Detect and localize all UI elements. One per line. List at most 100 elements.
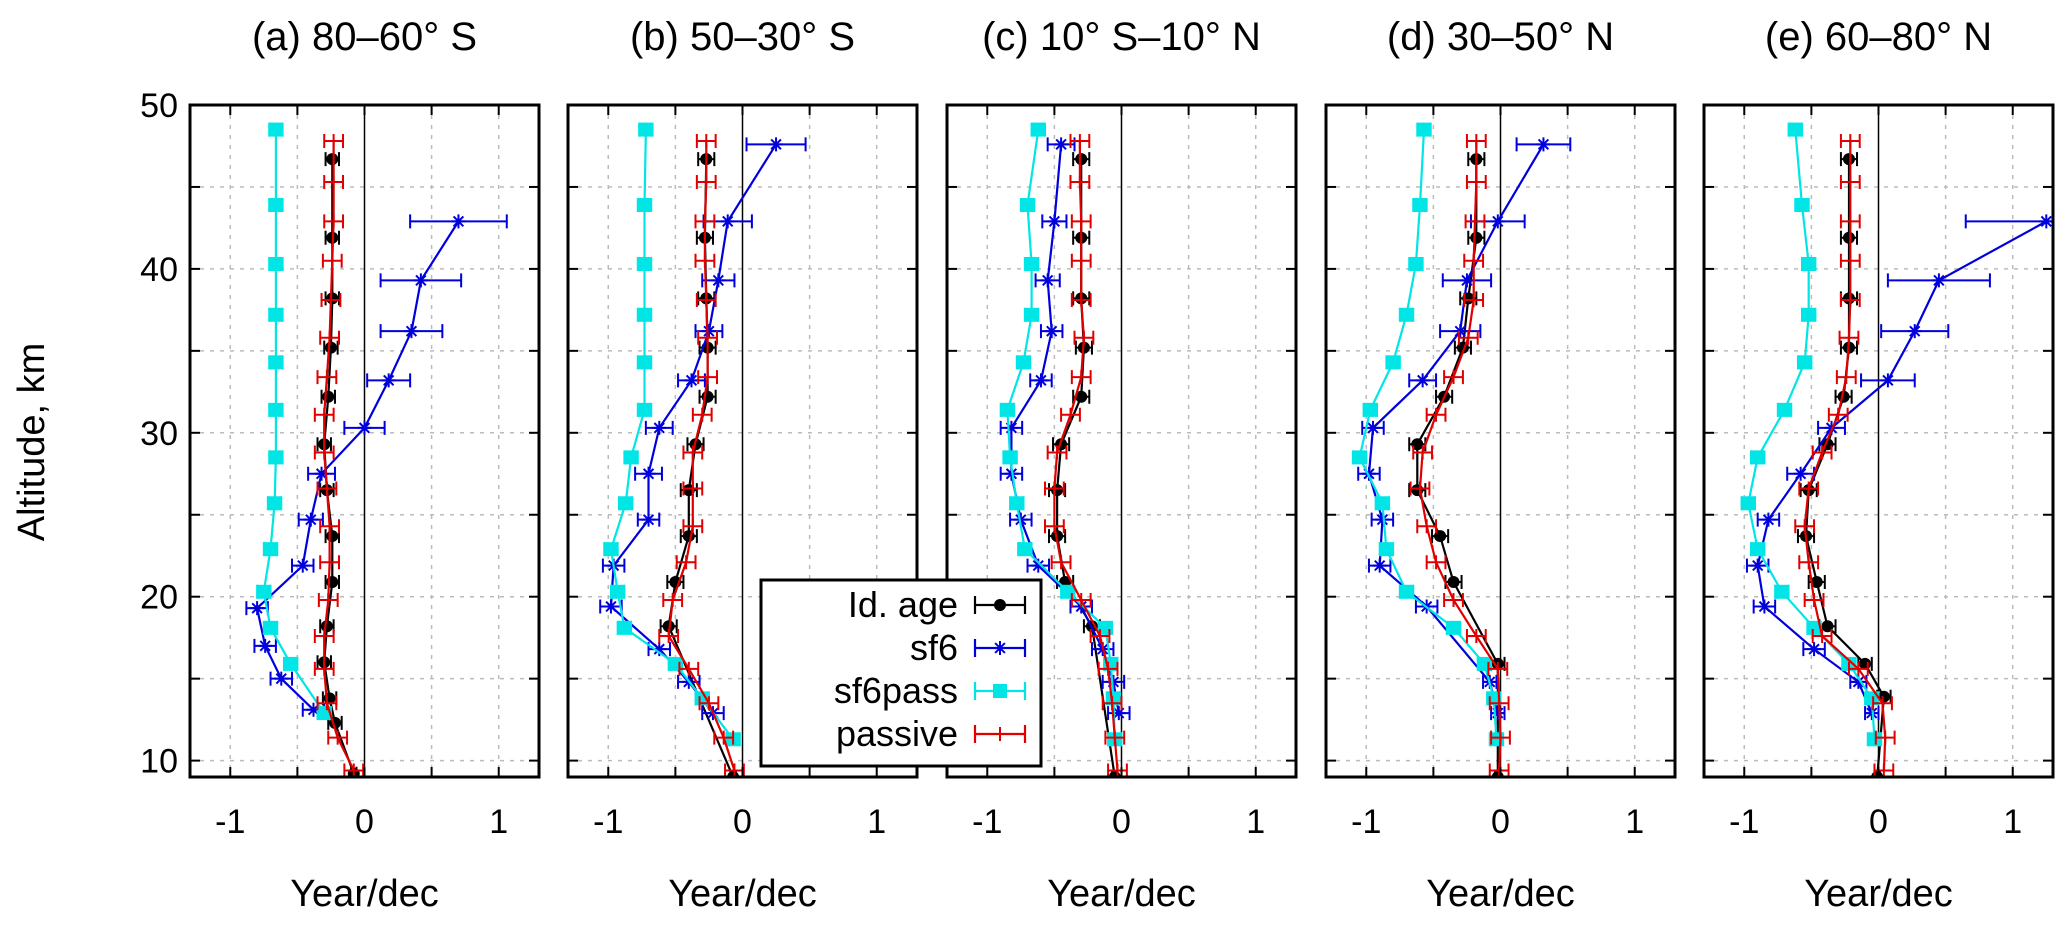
data-point — [637, 355, 652, 370]
data-point — [324, 341, 337, 354]
data-point — [637, 197, 652, 212]
data-point — [326, 153, 339, 166]
data-point — [381, 373, 396, 388]
data-point — [268, 402, 283, 417]
data-point — [1777, 402, 1792, 417]
data-point — [295, 558, 310, 573]
data-point — [1415, 373, 1430, 388]
data-point — [1009, 496, 1024, 511]
x-tick-label: -1 — [1351, 803, 1381, 841]
y-tick-label: 30 — [140, 415, 178, 453]
data-point — [451, 214, 466, 229]
ticks — [1704, 104, 2053, 777]
data-point — [1399, 307, 1414, 322]
data-point — [1447, 575, 1460, 588]
data-point — [1106, 691, 1121, 706]
series-passive — [1409, 134, 1511, 777]
data-point — [641, 466, 656, 481]
data-point — [610, 584, 625, 599]
legend-sample-sf6pass — [973, 682, 1027, 700]
x-tick-label: 0 — [1112, 803, 1131, 841]
data-point — [1024, 256, 1039, 271]
data-point — [1459, 273, 1474, 288]
data-point — [1453, 324, 1468, 339]
series-line-sf6 — [1756, 220, 2047, 714]
series-passive — [313, 134, 365, 777]
grid — [1704, 105, 2053, 777]
y-tick-label: 50 — [140, 87, 178, 125]
data-point — [258, 638, 273, 653]
data-point — [624, 450, 639, 465]
data-point — [1907, 324, 1922, 339]
x-tick-label: -1 — [1729, 803, 1759, 841]
data-point — [1801, 256, 1816, 271]
panel-title: (a) 80–60° S — [252, 15, 477, 59]
data-point — [1842, 153, 1855, 166]
data-point — [1851, 674, 1866, 689]
data-point — [2039, 214, 2053, 229]
series-sf6pass — [999, 122, 1123, 747]
series-line-idage — [1804, 159, 1886, 777]
x-axis-label: Year/dec — [1804, 873, 1953, 915]
legend-sample-passive — [973, 725, 1027, 743]
data-point — [250, 601, 265, 616]
x-tick-label: 0 — [1491, 803, 1510, 841]
series-passive — [658, 134, 745, 777]
legend-marker — [993, 641, 1007, 655]
data-point — [684, 373, 699, 388]
data-point — [1372, 558, 1387, 573]
panel-4: (d) 30–50° N -1 0 1 Year/dec — [1324, 15, 1677, 915]
legend-label-idage: Id. age — [848, 584, 958, 625]
data-point — [274, 671, 289, 686]
x-tick-label: -1 — [593, 803, 623, 841]
data-point — [1750, 450, 1765, 465]
data-point — [357, 420, 372, 435]
data-point — [1880, 373, 1895, 388]
x-tick-label: 1 — [867, 803, 886, 841]
data-point — [1490, 706, 1505, 721]
data-point — [1024, 307, 1039, 322]
data-point — [1111, 706, 1126, 721]
data-point — [1434, 530, 1447, 543]
legend-marker — [993, 684, 1007, 698]
legend-sample-idage — [973, 596, 1027, 614]
data-area — [1740, 122, 2053, 777]
panel-title: (e) 60–80° N — [1765, 15, 1992, 59]
data-point — [267, 496, 282, 511]
data-point — [1365, 420, 1380, 435]
panel-2: (b) 50–30° S -1 0 1 Year/dec — [566, 15, 919, 915]
data-point — [268, 197, 283, 212]
data-point — [1375, 512, 1390, 527]
panel-5: (e) 60–80° N -1 0 1 Year/dec — [1702, 15, 2055, 915]
data-point — [1020, 197, 1035, 212]
data-point — [1004, 420, 1019, 435]
legend-sample-sf6 — [973, 639, 1027, 657]
data-point — [617, 620, 632, 635]
data-point — [1750, 558, 1765, 573]
data-point — [263, 542, 278, 557]
x-axis-label: Year/dec — [1426, 873, 1575, 915]
x-tick-label: 1 — [1625, 803, 1644, 841]
data-point — [404, 324, 419, 339]
data-point — [1793, 466, 1808, 481]
data-point — [314, 466, 329, 481]
data-point — [413, 273, 428, 288]
data-point — [1051, 484, 1064, 497]
series-sf6 — [1357, 137, 1572, 721]
data-point — [769, 137, 784, 152]
x-tick-label: 0 — [355, 803, 374, 841]
panel-title: (d) 30–50° N — [1387, 15, 1614, 59]
legend-label-passive: passive — [836, 713, 958, 754]
data-point — [268, 256, 283, 271]
y-tick-label: 20 — [140, 579, 178, 617]
panel-title: (c) 10° S–10° N — [982, 15, 1261, 59]
series-line-sf6pass — [609, 129, 734, 740]
data-point — [1797, 355, 1812, 370]
data-point — [1842, 292, 1855, 305]
data-point — [662, 620, 675, 633]
data-point — [638, 122, 653, 137]
ticks — [1326, 104, 1675, 777]
grid — [1326, 105, 1675, 777]
